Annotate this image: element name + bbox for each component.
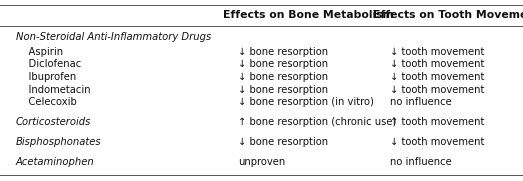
Text: Aspirin: Aspirin xyxy=(16,47,63,57)
Text: ↓ bone resorption: ↓ bone resorption xyxy=(238,85,328,95)
Text: ↓ tooth movement: ↓ tooth movement xyxy=(390,59,484,69)
Text: ↑ tooth movement: ↑ tooth movement xyxy=(390,117,484,127)
Text: ↓ bone resorption (in vitro): ↓ bone resorption (in vitro) xyxy=(238,97,374,107)
Text: ↓ bone resorption: ↓ bone resorption xyxy=(238,72,328,82)
Text: ↓ tooth movement: ↓ tooth movement xyxy=(390,47,484,57)
Text: Effects on Bone Metabolism: Effects on Bone Metabolism xyxy=(223,10,394,20)
Text: Bisphosphonates: Bisphosphonates xyxy=(16,137,101,147)
Text: ↑ bone resorption (chronic use): ↑ bone resorption (chronic use) xyxy=(238,117,396,127)
Text: Indometacin: Indometacin xyxy=(16,85,90,95)
Text: ↓ bone resorption: ↓ bone resorption xyxy=(238,47,328,57)
Text: Celecoxib: Celecoxib xyxy=(16,97,76,107)
Text: ↓ tooth movement: ↓ tooth movement xyxy=(390,137,484,147)
Text: Ibuprofen: Ibuprofen xyxy=(16,72,76,82)
Text: ↓ bone resorption: ↓ bone resorption xyxy=(238,137,328,147)
Text: ↓ tooth movement: ↓ tooth movement xyxy=(390,85,484,95)
Text: no influence: no influence xyxy=(390,157,451,167)
Text: Corticosteroids: Corticosteroids xyxy=(16,117,91,127)
Text: Effects on Tooth Movement: Effects on Tooth Movement xyxy=(373,10,523,20)
Text: Diclofenac: Diclofenac xyxy=(16,59,81,69)
Text: ↓ bone resorption: ↓ bone resorption xyxy=(238,59,328,69)
Text: Acetaminophen: Acetaminophen xyxy=(16,157,95,167)
Text: no influence: no influence xyxy=(390,97,451,107)
Text: ↓ tooth movement: ↓ tooth movement xyxy=(390,72,484,82)
Text: unproven: unproven xyxy=(238,157,285,167)
Text: Non-Steroidal Anti-Inflammatory Drugs: Non-Steroidal Anti-Inflammatory Drugs xyxy=(16,32,211,42)
